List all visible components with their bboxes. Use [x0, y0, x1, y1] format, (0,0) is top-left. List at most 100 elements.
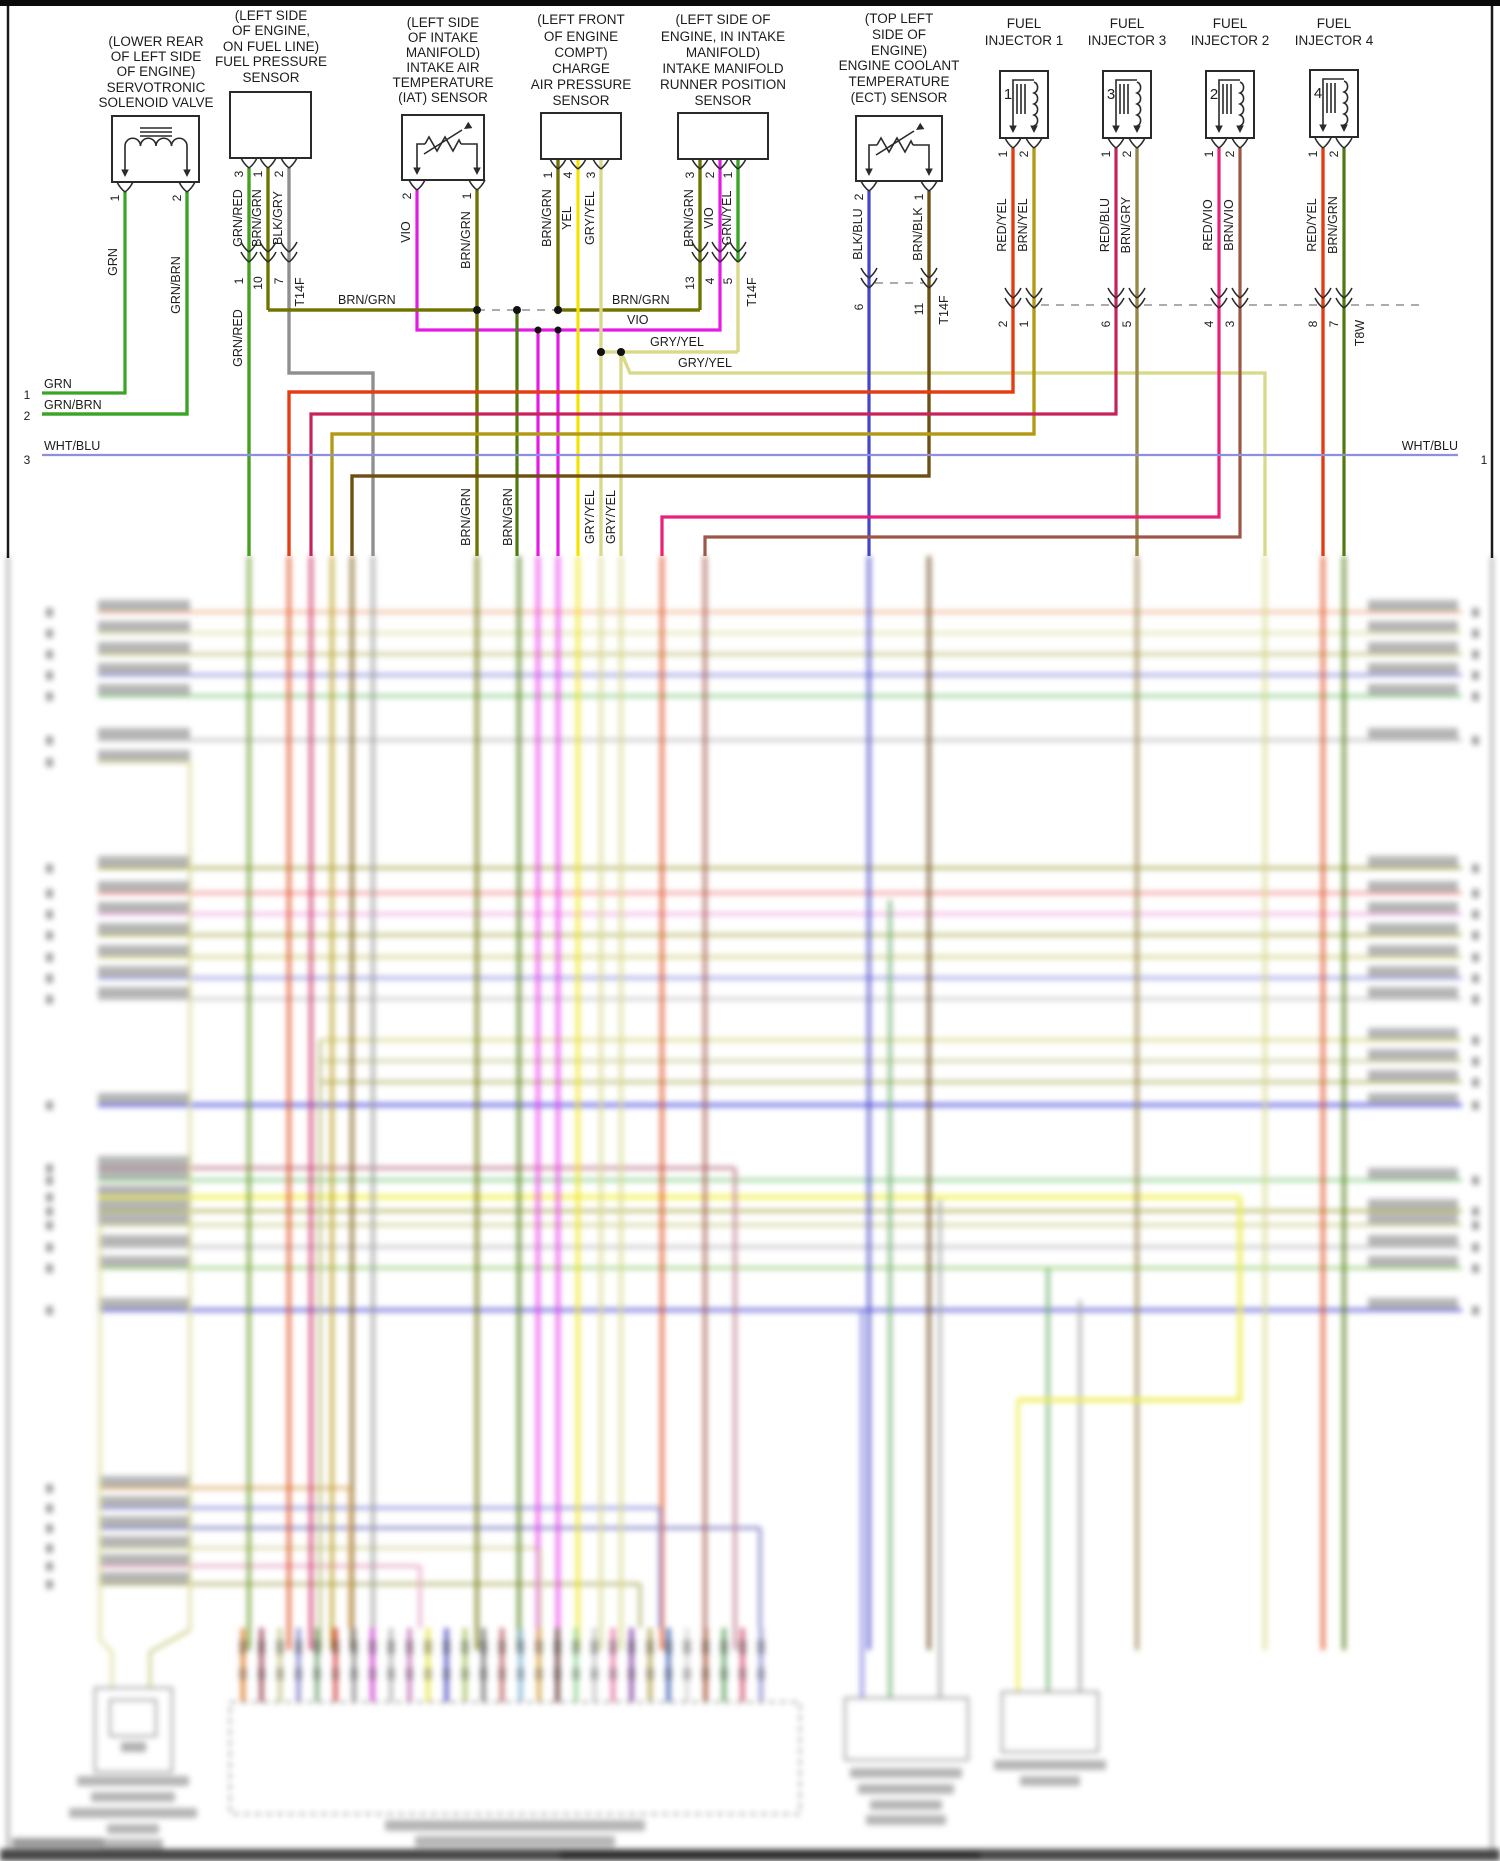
svg-text:FUEL: FUEL: [1007, 16, 1042, 31]
svg-text:1: 1: [251, 170, 265, 177]
injector-coil-symbol: [1218, 79, 1245, 128]
svg-text:SERVOTRONIC: SERVOTRONIC: [107, 80, 206, 95]
svg-text:4: 4: [561, 171, 575, 178]
t14f-inline-connector: [860, 267, 938, 289]
svg-text:1: 1: [541, 171, 555, 178]
component-iat-sensor: (LEFT SIDE OF INTAKE MANIFOLD) INTAKE AI…: [392, 15, 493, 269]
svg-text:ON FUEL LINE): ON FUEL LINE): [223, 39, 319, 54]
svg-text:1: 1: [460, 192, 474, 199]
blurred-diagram-region: [0, 556, 1500, 1861]
component-servotronic-solenoid-valve: (LOWER REAR OF LEFT SIDE OF ENGINE) SERV…: [98, 34, 213, 314]
svg-text:7: 7: [272, 277, 286, 284]
pin-number: 1: [108, 194, 122, 201]
svg-text:(ECT) SENSOR: (ECT) SENSOR: [851, 90, 948, 105]
svg-text:GRN/YEL: GRN/YEL: [720, 191, 734, 246]
svg-text:GRY/YEL: GRY/YEL: [583, 490, 597, 544]
svg-text:2: 2: [170, 194, 184, 201]
right-ref-label: WHT/BLU: [1402, 439, 1458, 453]
svg-text:GRN/BRN: GRN/BRN: [44, 398, 102, 412]
svg-text:COMPT): COMPT): [554, 45, 607, 60]
svg-text:RUNNER POSITION: RUNNER POSITION: [660, 77, 786, 92]
svg-text:5: 5: [721, 277, 735, 284]
svg-text:INTAKE MANIFOLD: INTAKE MANIFOLD: [662, 61, 784, 76]
svg-text:1: 1: [1306, 150, 1320, 157]
component-fuel-injector-1: FUEL INJECTOR 1 1 1 2 RED/YEL BRN/YEL 2 …: [985, 16, 1064, 327]
svg-text:BLK/GRY: BLK/GRY: [271, 190, 285, 245]
svg-text:8: 8: [1306, 320, 1320, 327]
svg-text:MANIFOLD): MANIFOLD): [686, 45, 760, 60]
injector-number: 1: [1004, 86, 1012, 103]
svg-text:FUEL: FUEL: [1317, 16, 1352, 31]
svg-text:10: 10: [251, 276, 265, 290]
svg-text:YEL: YEL: [560, 206, 574, 230]
svg-text:BRN/YEL: BRN/YEL: [1016, 198, 1030, 252]
connector-name: T8W: [1353, 320, 1367, 347]
svg-text:1: 1: [996, 150, 1010, 157]
svg-text:GRN/RED: GRN/RED: [231, 309, 245, 367]
svg-text:OF ENGINE,: OF ENGINE,: [232, 23, 310, 38]
svg-text:GRY/YEL: GRY/YEL: [650, 335, 704, 349]
thermistor-symbol: [868, 130, 930, 169]
svg-text:BRN/GRN: BRN/GRN: [540, 189, 554, 247]
svg-text:6: 6: [1099, 320, 1113, 327]
svg-text:3: 3: [24, 453, 31, 467]
svg-text:INJECTOR 3: INJECTOR 3: [1088, 33, 1167, 48]
component-fuel-pressure-sensor: (LEFT SIDE OF ENGINE, ON FUEL LINE) FUEL…: [215, 8, 327, 307]
svg-text:SENSOR: SENSOR: [694, 93, 751, 108]
svg-text:ENGINE, IN INTAKE: ENGINE, IN INTAKE: [661, 29, 785, 44]
svg-text:7: 7: [1327, 320, 1341, 327]
right-ref-number: 1: [1481, 453, 1488, 467]
component-fuel-injector-2: FUEL INJECTOR 2 2 1 2 RED/VIO BRN/VIO 4 …: [1191, 16, 1270, 327]
svg-text:6: 6: [852, 303, 866, 310]
component-fuel-injector-4: FUEL INJECTOR 4 4 1 2 RED/YEL BRN/GRN 8 …: [1295, 16, 1374, 346]
top-border-bar: [0, 0, 1500, 6]
component-fuel-injector-3: FUEL INJECTOR 3 3 1 2 RED/BLU BRN/GRY 6 …: [1088, 16, 1167, 327]
svg-text:3: 3: [1223, 320, 1237, 327]
svg-text:2: 2: [1327, 150, 1341, 157]
svg-text:VIO: VIO: [627, 313, 649, 327]
component-box: [540, 112, 622, 160]
component-box: [999, 70, 1049, 139]
svg-text:TEMPERATURE: TEMPERATURE: [848, 74, 949, 89]
component-box: [677, 112, 769, 160]
svg-text:(LEFT SIDE: (LEFT SIDE: [235, 8, 308, 23]
component-box: [229, 91, 312, 159]
left-ref-number: 1: [24, 388, 31, 402]
svg-text:BRN/GRN: BRN/GRN: [612, 293, 670, 307]
svg-text:T14F: T14F: [745, 277, 759, 307]
svg-text:AIR PRESSURE: AIR PRESSURE: [531, 77, 632, 92]
thermistor-symbol: [416, 129, 478, 168]
component-box: [1102, 70, 1152, 139]
svg-text:(LEFT FRONT: (LEFT FRONT: [537, 12, 625, 27]
svg-text:SIDE OF: SIDE OF: [872, 27, 926, 42]
svg-text:RED/BLU: RED/BLU: [1098, 198, 1112, 252]
component-box: [1205, 70, 1255, 139]
svg-text:1: 1: [912, 193, 926, 200]
svg-text:BRN/GRN: BRN/GRN: [250, 189, 264, 247]
svg-text:FUEL PRESSURE: FUEL PRESSURE: [215, 54, 327, 69]
svg-text:SENSOR: SENSOR: [242, 70, 299, 85]
solenoid-coil-symbol: [124, 127, 188, 170]
svg-text:GRY/YEL: GRY/YEL: [583, 191, 597, 245]
svg-text:FUEL: FUEL: [1110, 16, 1145, 31]
svg-text:(LEFT SIDE OF: (LEFT SIDE OF: [675, 12, 770, 27]
component-intake-manifold-runner-position-sensor: (LEFT SIDE OF ENGINE, IN INTAKE MANIFOLD…: [660, 12, 786, 307]
svg-text:(LEFT SIDE: (LEFT SIDE: [407, 15, 480, 30]
svg-text:MANIFOLD): MANIFOLD): [406, 45, 480, 60]
svg-text:2: 2: [400, 192, 414, 199]
svg-text:2: 2: [1017, 150, 1031, 157]
svg-text:ENGINE): ENGINE): [871, 43, 927, 58]
injector-coil-symbol: [1322, 78, 1349, 127]
svg-text:INJECTOR 2: INJECTOR 2: [1191, 33, 1270, 48]
svg-text:GRY/YEL: GRY/YEL: [678, 356, 732, 370]
svg-text:1: 1: [1099, 150, 1113, 157]
left-ref-label: GRN: [44, 377, 72, 391]
svg-text:RED/YEL: RED/YEL: [995, 198, 1009, 252]
svg-text:2: 2: [1223, 150, 1237, 157]
sharp-region: (LOWER REAR OF LEFT SIDE OF ENGINE) SERV…: [0, 0, 1500, 558]
svg-text:BRN/GRN: BRN/GRN: [459, 488, 473, 546]
svg-text:1: 1: [721, 171, 735, 178]
margin-references: 1 GRN 2 GRN/BRN 3 WHT/BLU WHT/BLU 1: [24, 377, 1488, 467]
